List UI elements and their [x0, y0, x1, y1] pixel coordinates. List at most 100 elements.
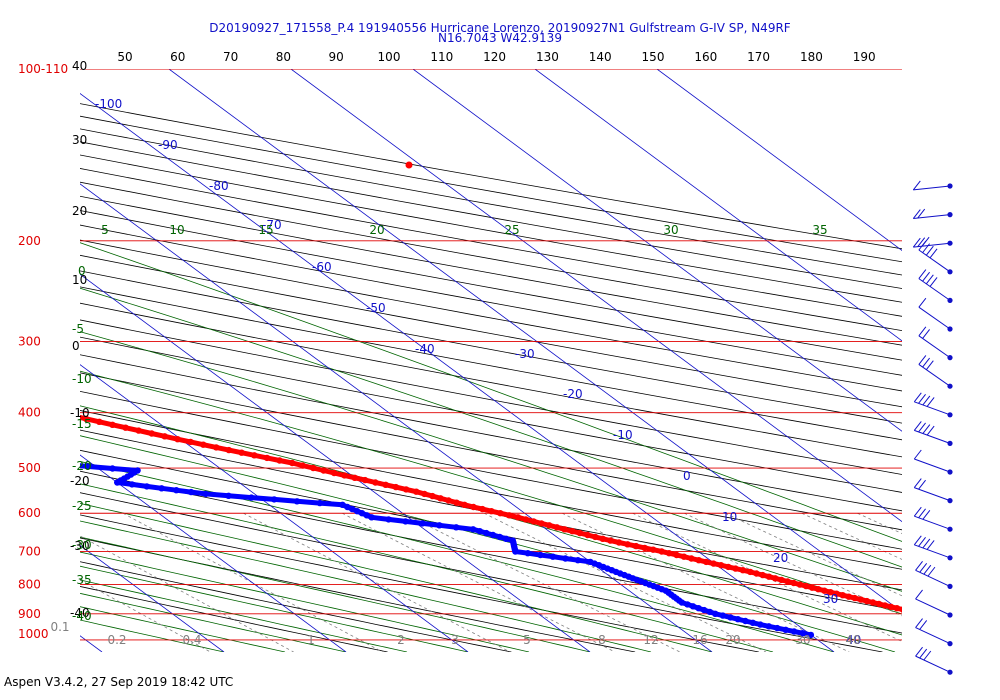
barb-station-dot	[947, 240, 953, 246]
dewpoint-point	[363, 512, 370, 519]
temperature-point	[82, 415, 90, 422]
dry-adiabat-line	[80, 429, 902, 591]
dry-adiabat-line	[80, 195, 902, 346]
dewpoint-point	[158, 485, 165, 492]
temperature-point	[122, 424, 129, 431]
temperature-point	[3, 397, 9, 403]
mixing-ratio-label: 0.2	[107, 633, 126, 647]
temperature-point	[887, 603, 895, 610]
moist-adiabat-label: 30	[663, 223, 678, 237]
temperature-point	[881, 602, 889, 609]
temperature-point	[405, 161, 413, 169]
temperature-point	[599, 535, 606, 542]
temperature-point	[851, 594, 858, 602]
temperature-point	[815, 586, 822, 593]
left-scale-label: 30	[72, 133, 87, 147]
dewpoint-point	[765, 623, 772, 630]
dry-adiabat-line	[80, 141, 902, 289]
dry-adiabat-line	[80, 470, 902, 634]
dewpoint-line	[80, 463, 814, 638]
barb-flag	[918, 394, 926, 404]
isotherm-line	[290, 69, 902, 523]
moist-adiabat-line	[80, 579, 408, 652]
moist-adiabat-label: 20	[369, 223, 384, 237]
moist-adiabat-label: -15	[72, 417, 92, 431]
temperature-point	[263, 454, 271, 462]
barb-flag	[918, 422, 926, 433]
barb-shaft	[918, 249, 951, 273]
temperature-point	[402, 486, 410, 493]
left-scale-label: 10	[72, 273, 87, 287]
barb-shaft	[915, 569, 951, 587]
sounding-profiles	[3, 161, 929, 639]
dewpoint-point	[248, 494, 255, 501]
dewpoint-point	[225, 492, 232, 499]
dewpoint-point	[469, 526, 477, 533]
dewpoint-point	[695, 605, 702, 612]
dewpoint-point	[143, 483, 150, 490]
dry-adiabat-line	[80, 115, 902, 263]
isotherm-label: -30	[515, 347, 535, 361]
temperature-point	[445, 497, 452, 504]
temperature-point	[688, 555, 695, 562]
mixing-ratio-line	[80, 535, 294, 652]
dewpoint-point	[562, 555, 569, 562]
moist-adiabat-label: 25	[504, 223, 519, 237]
temperature-point	[506, 512, 513, 519]
dry-adiabat-line	[80, 586, 388, 652]
mixing-ratio-label: 8	[598, 633, 606, 647]
mixing-ratio-label: 5	[523, 633, 531, 647]
dewpoint-point	[202, 490, 209, 498]
dry-adiabat-line	[80, 449, 902, 612]
barb-flag	[915, 561, 923, 571]
temperature-point	[174, 436, 181, 443]
moist-adiabat-line	[80, 502, 713, 652]
mixing-ratio-line	[80, 579, 211, 652]
barb-flag	[919, 562, 928, 573]
mixing-ratio-line	[725, 512, 902, 597]
dewpoint-point	[316, 499, 323, 507]
temperature-point	[796, 581, 804, 588]
top-scale-label: 190	[853, 50, 876, 64]
barb-shaft	[914, 515, 951, 530]
moist-adiabat-label: -10	[72, 372, 92, 386]
moist-adiabat-line	[80, 331, 902, 592]
moist-adiabat-label: -20	[72, 459, 92, 473]
temperature-point	[710, 560, 717, 567]
moist-adiabat-line	[80, 435, 896, 652]
temperature-point	[833, 590, 840, 597]
pressure-label: 300	[18, 334, 41, 348]
dewpoint-point	[476, 528, 483, 535]
temperature-point	[341, 472, 348, 479]
left-scale-label: -30	[70, 539, 90, 553]
left-scale-label: 0	[72, 339, 80, 353]
barb-shaft	[913, 242, 951, 248]
moist-adiabat-line	[80, 242, 902, 542]
isotherm-label: -70	[262, 218, 282, 232]
isotherm-line	[80, 454, 347, 652]
top-scale-label: 70	[223, 50, 238, 64]
temperature-point	[912, 609, 918, 615]
dewpoint-point	[84, 463, 91, 470]
dewpoint-point	[782, 626, 789, 633]
top-scale-label: 160	[694, 50, 717, 64]
dry-adiabat-line	[80, 302, 902, 458]
barb-flag	[918, 355, 927, 365]
isotherm-line	[80, 183, 713, 652]
dewpoint-point	[496, 533, 503, 541]
temperature-point	[135, 427, 142, 434]
temperature-point	[213, 444, 220, 451]
temperature-point	[821, 587, 828, 594]
top-scale-label: 130	[536, 50, 559, 64]
dry-adiabat-line	[80, 128, 902, 276]
dry-adiabat-line	[80, 181, 902, 332]
moist-adiabat-line	[80, 370, 902, 615]
barb-flag	[923, 564, 932, 575]
dry-adiabat-line	[80, 270, 902, 424]
temperature-point	[759, 571, 766, 579]
dewpoint-point	[742, 617, 749, 625]
barb-flag	[922, 538, 931, 549]
temperature-point	[923, 612, 929, 618]
pressure-label: 500	[18, 461, 41, 475]
